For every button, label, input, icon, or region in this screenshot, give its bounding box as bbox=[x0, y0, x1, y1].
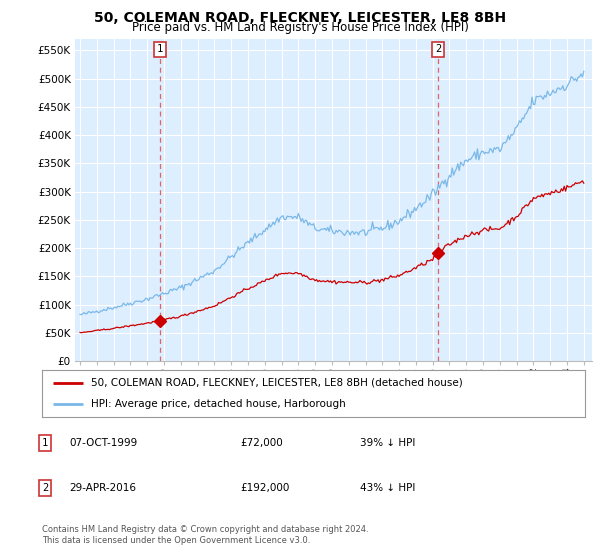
Text: 2: 2 bbox=[435, 44, 442, 54]
Text: 1: 1 bbox=[157, 44, 163, 54]
Text: 50, COLEMAN ROAD, FLECKNEY, LEICESTER, LE8 8BH: 50, COLEMAN ROAD, FLECKNEY, LEICESTER, L… bbox=[94, 11, 506, 25]
Text: 07-OCT-1999: 07-OCT-1999 bbox=[69, 438, 137, 448]
Text: 2: 2 bbox=[42, 483, 48, 493]
Text: 1: 1 bbox=[42, 438, 48, 448]
Text: £72,000: £72,000 bbox=[240, 438, 283, 448]
Text: 29-APR-2016: 29-APR-2016 bbox=[69, 483, 136, 493]
Text: 43% ↓ HPI: 43% ↓ HPI bbox=[360, 483, 415, 493]
Text: 39% ↓ HPI: 39% ↓ HPI bbox=[360, 438, 415, 448]
Text: £192,000: £192,000 bbox=[240, 483, 289, 493]
Text: Contains HM Land Registry data © Crown copyright and database right 2024.
This d: Contains HM Land Registry data © Crown c… bbox=[42, 525, 368, 545]
Text: HPI: Average price, detached house, Harborough: HPI: Average price, detached house, Harb… bbox=[91, 399, 346, 409]
Text: 50, COLEMAN ROAD, FLECKNEY, LEICESTER, LE8 8BH (detached house): 50, COLEMAN ROAD, FLECKNEY, LEICESTER, L… bbox=[91, 378, 463, 388]
Text: Price paid vs. HM Land Registry's House Price Index (HPI): Price paid vs. HM Land Registry's House … bbox=[131, 21, 469, 34]
